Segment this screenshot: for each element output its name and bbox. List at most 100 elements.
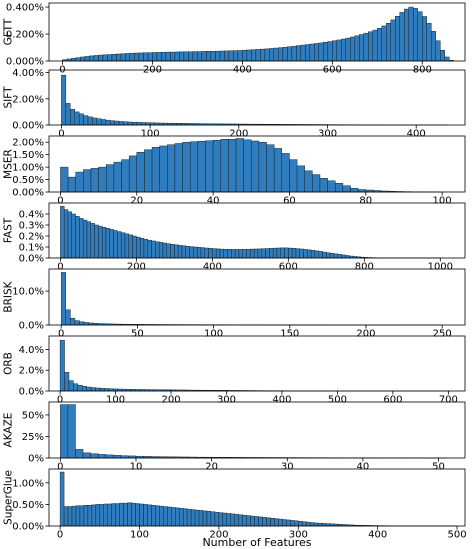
panel-mser: 0.00% 0.50%1.00% 1.50%2.00% 0 20 40 60 80 100 MSE… (3, 135, 466, 207)
x-tick-label: 0 (58, 329, 64, 340)
histogram-bar (71, 58, 77, 62)
y-axis-label: BRISK (3, 280, 15, 312)
x-tick-label: 50 (432, 462, 445, 473)
histogram-bar (377, 27, 383, 62)
histogram-bar (329, 253, 335, 259)
histogram-bar (98, 166, 107, 193)
histogram-bar (278, 47, 284, 62)
bars (59, 471, 458, 527)
histogram-bar (97, 454, 106, 459)
histogram-bar (336, 39, 342, 62)
histogram-bar (107, 54, 113, 62)
histogram-bar (189, 141, 199, 193)
histogram-bar (167, 144, 176, 193)
histogram-bar (77, 385, 83, 392)
x-tick-label: 400 (203, 262, 222, 273)
histogram-bar (182, 141, 191, 193)
histogram-bar (278, 518, 283, 527)
histogram-bar (80, 56, 86, 62)
x-tick-label: 800 (355, 262, 374, 273)
histogram-bar (198, 510, 204, 527)
histogram-bar (290, 520, 295, 527)
histogram-bar (60, 206, 65, 259)
histogram-bar (192, 51, 198, 62)
histogram-bar (101, 226, 107, 259)
histogram-bar (179, 51, 185, 62)
histogram-bar (309, 43, 315, 62)
panel-akaze: 0% 25% 50% 0 10 20 30 40 50 AKAZE (3, 401, 466, 473)
panel-orb: 0.0% 2.0% 4.0% 0 100 200 300 400 500 600 700 ORB (3, 335, 466, 406)
histogram-bar (83, 169, 92, 193)
histogram-bar (152, 52, 158, 62)
y-tick-label: 2.0% (19, 366, 44, 377)
x-tick-label: 100 (141, 129, 160, 140)
histogram-bar (314, 250, 319, 259)
histogram-bar (291, 248, 297, 259)
histogram-bar (79, 321, 85, 326)
histogram-bar (286, 519, 291, 527)
histogram-bar (74, 320, 80, 326)
y-tick-label: 0.00% (12, 121, 44, 132)
histogram-bar (215, 50, 221, 62)
bars (60, 404, 447, 459)
y-tick-label: 0.00% (12, 188, 44, 199)
x-axis-label: Number of Features (202, 536, 311, 549)
histogram-bar (228, 50, 234, 62)
x-tick-label: 300 (318, 129, 337, 140)
y-tick-label: 1.00% (12, 478, 44, 489)
histogram-bar (332, 40, 338, 62)
y-tick-label: 0.0% (19, 321, 44, 332)
x-tick-label: 300 (217, 395, 236, 406)
histogram-bar (147, 52, 153, 62)
x-tick-label: 200 (229, 129, 248, 140)
histogram-bar (372, 29, 378, 62)
histogram-bar (138, 52, 144, 62)
histogram-bar (233, 50, 239, 62)
histogram-bar (106, 164, 115, 193)
histogram-bar (281, 153, 290, 193)
y-tick-label: 0.50% (12, 175, 44, 186)
histogram-bar (105, 454, 114, 459)
x-tick-label: 100 (433, 196, 452, 207)
histogram-bar (132, 122, 138, 126)
histogram-bar (309, 522, 315, 527)
histogram-bar (59, 471, 65, 527)
histogram-bar (399, 12, 405, 62)
histogram-bar (155, 505, 160, 527)
histogram-bar (75, 171, 84, 193)
histogram-bar (333, 253, 338, 259)
histogram-bar (219, 50, 225, 62)
histogram-bar (185, 246, 190, 259)
histogram-bar (83, 115, 89, 126)
histogram-bar (75, 57, 81, 62)
y-tick-label: 0.0% (19, 254, 44, 265)
histogram-bar (266, 144, 275, 193)
y-axis-label: SIFT (3, 86, 15, 109)
y-tick-label: 0.2% (19, 232, 44, 243)
histogram-bar (131, 502, 136, 527)
histogram-bar (95, 387, 101, 392)
x-tick-label: 150 (280, 329, 299, 340)
x-tick-label: 30 (281, 462, 294, 473)
y-tick-label: 25% (22, 432, 44, 443)
y-tick-label: 0.00% (12, 522, 44, 533)
histogram-bar (170, 244, 175, 259)
bars (59, 339, 451, 392)
histogram-bar (230, 513, 235, 527)
histogram-bar (359, 34, 365, 62)
histogram-bar (312, 174, 321, 193)
histogram-bar (314, 43, 320, 62)
histogram-bar (235, 138, 244, 193)
histogram-bar (215, 248, 221, 259)
histogram-bar (109, 120, 115, 126)
histogram-bar (262, 517, 267, 527)
histogram-bar (345, 37, 351, 62)
x-tick-label: 700 (439, 395, 458, 406)
x-tick-label: 200 (356, 329, 375, 340)
histogram-bar (381, 25, 387, 62)
axes-frame (48, 69, 466, 126)
histogram-bar (86, 221, 92, 259)
histogram-bar (363, 32, 369, 62)
histogram-bar (151, 146, 160, 193)
